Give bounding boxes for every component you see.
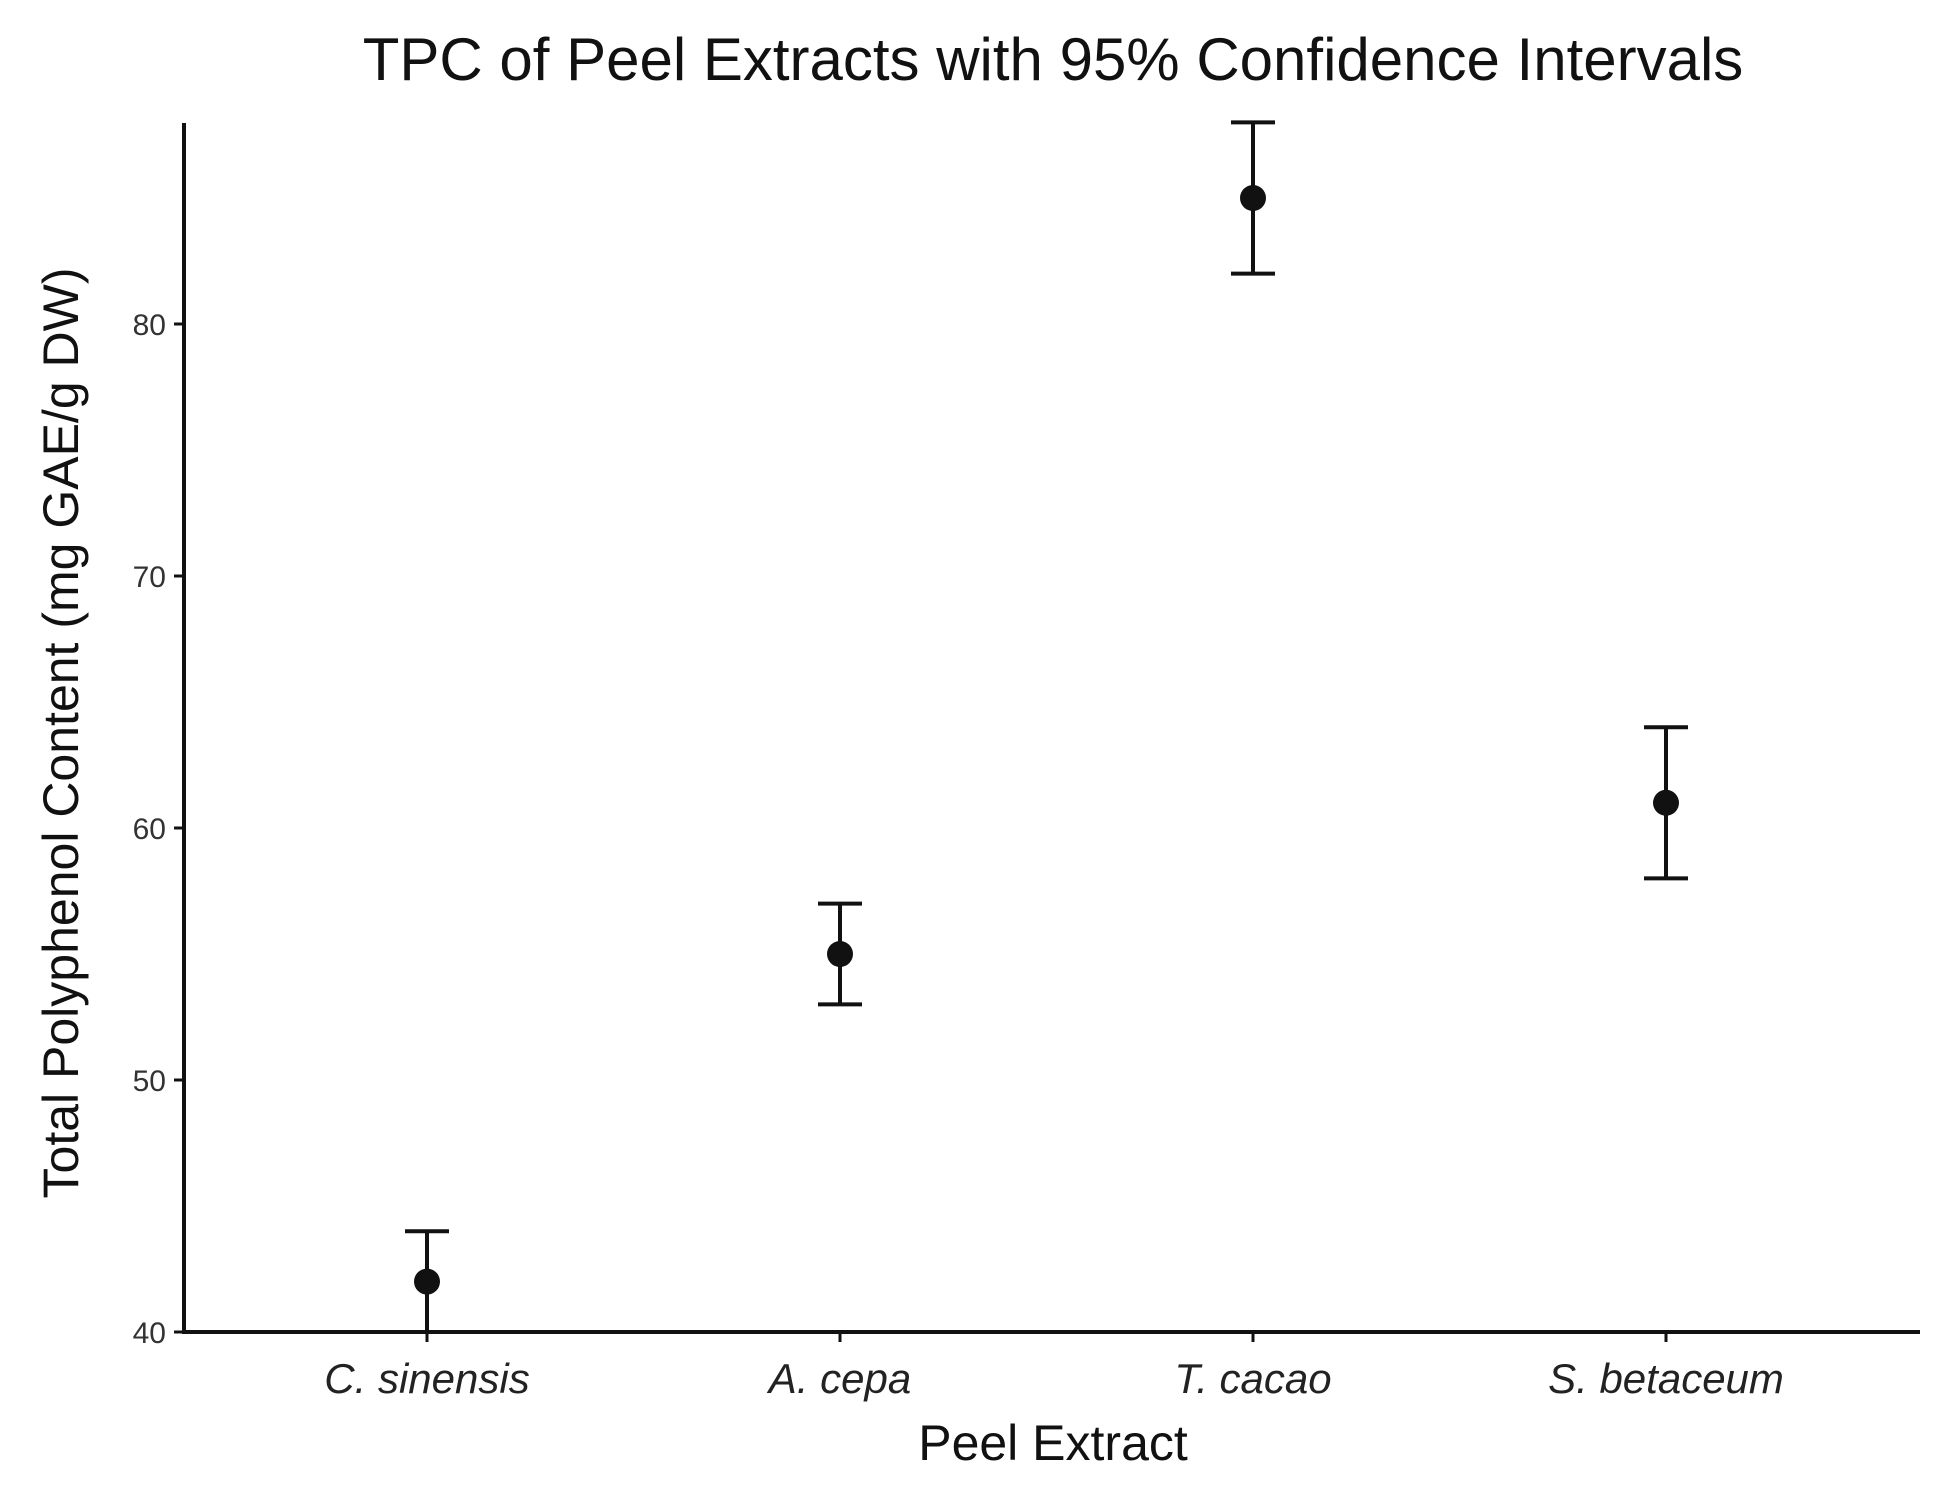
x-tick-label: A. cepa bbox=[766, 1355, 911, 1402]
x-axis-ticks: C. sinensis A. cepa T. cacao S. betaceum bbox=[324, 1332, 1784, 1402]
chart-title: TPC of Peel Extracts with 95% Confidence… bbox=[363, 26, 1744, 93]
x-axis-label: Peel Extract bbox=[918, 1415, 1188, 1471]
y-tick-label: 40 bbox=[133, 1317, 166, 1350]
y-axis-label: Total Polyphenol Content (mg GAE/g DW) bbox=[33, 268, 89, 1199]
y-tick-label: 60 bbox=[133, 813, 166, 846]
y-tick-label: 50 bbox=[133, 1065, 166, 1098]
y-axis-ticks: 40 50 60 70 80 bbox=[133, 309, 184, 1350]
data-point bbox=[414, 1268, 440, 1295]
x-tick-label: S. betaceum bbox=[1548, 1355, 1784, 1402]
y-tick-label: 80 bbox=[133, 309, 166, 342]
y-tick-label: 70 bbox=[133, 561, 166, 594]
data-point bbox=[827, 941, 853, 967]
data-point bbox=[1653, 789, 1679, 816]
x-tick-label: T. cacao bbox=[1174, 1355, 1331, 1402]
data-point bbox=[1240, 185, 1266, 211]
plot-area bbox=[405, 120, 1688, 1334]
x-tick-label: C. sinensis bbox=[324, 1355, 529, 1402]
